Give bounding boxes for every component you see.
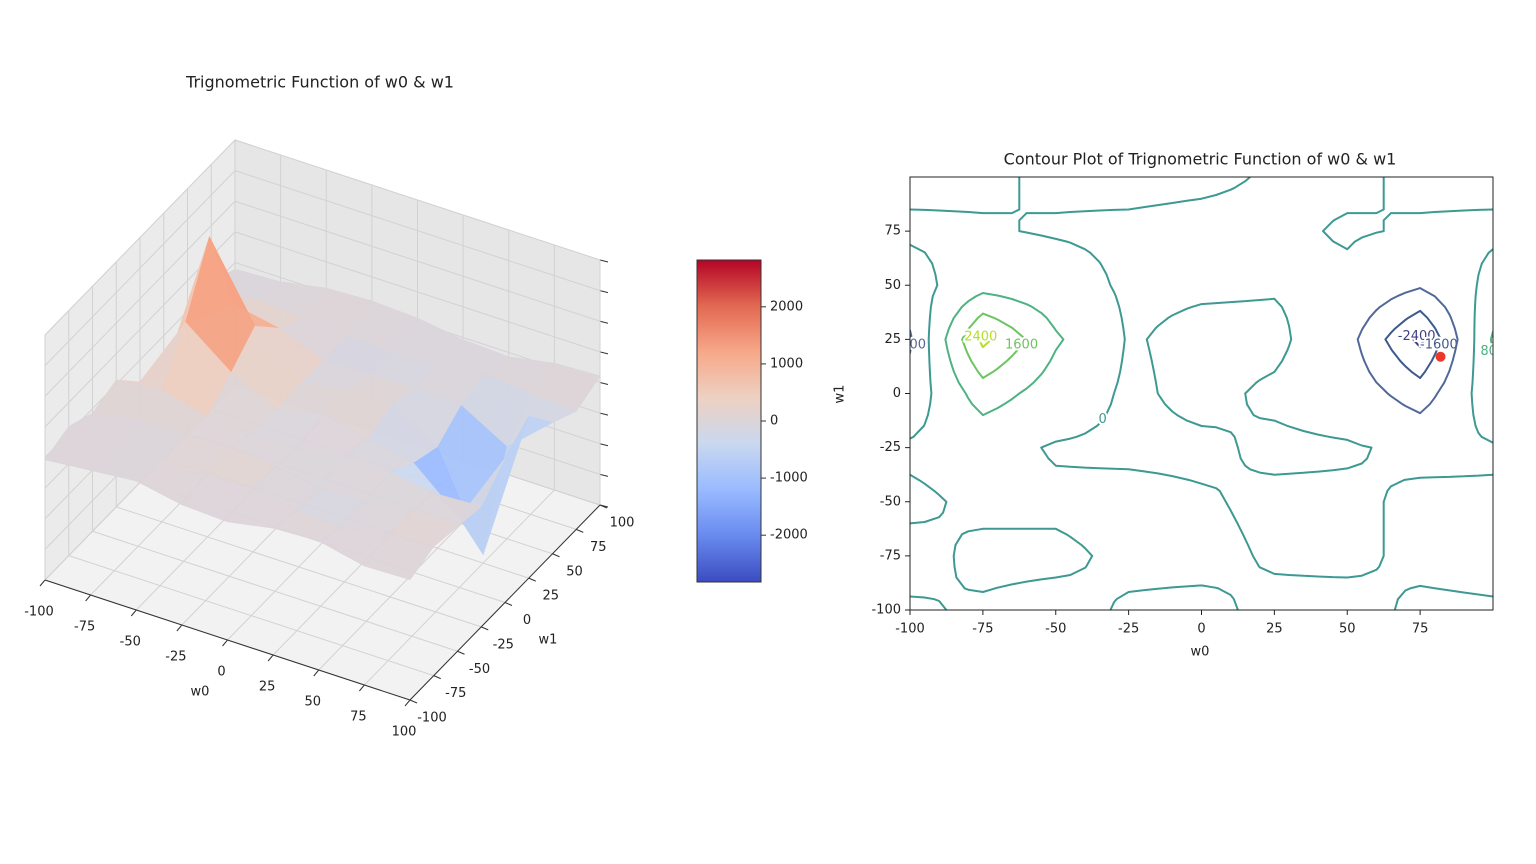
y-tick-label: 75 (884, 224, 901, 239)
contour-line (977, 333, 993, 349)
y-tick-label: -75 (445, 686, 466, 701)
y-tick (409, 699, 418, 704)
contour-label: 800 (1480, 344, 1505, 359)
y-tick-label: 25 (884, 332, 901, 347)
x-tick-label: -50 (1045, 622, 1066, 637)
x-tick (176, 624, 183, 632)
marker-point (1435, 351, 1446, 362)
contour-title: Contour Plot of Trignometric Function of… (1004, 150, 1397, 169)
contours: -2400-1600 -800 0 800 1600 2400 (897, 177, 1505, 610)
x-tick (358, 684, 365, 692)
z-tick (599, 473, 609, 477)
surface-patch (363, 533, 435, 581)
contour-line (1384, 309, 1442, 379)
y-tick-label: 0 (523, 613, 531, 628)
y-tick (433, 675, 441, 680)
grid-line (116, 506, 482, 628)
contour-label: 0 (1099, 412, 1107, 427)
x-tick (85, 594, 92, 602)
x-tick-label: -100 (24, 605, 54, 620)
y-tick-label: 50 (566, 564, 583, 579)
x-tick-label: -75 (972, 622, 993, 637)
z-tick (599, 443, 609, 447)
x-tick (130, 609, 137, 617)
z-tick (599, 412, 609, 416)
colorbar-tick-label: 0 (770, 414, 778, 429)
x-tick (267, 654, 274, 662)
y-axis (409, 504, 601, 701)
x-tick-label: -75 (74, 620, 95, 635)
x-tick-label: -25 (1118, 622, 1139, 637)
x-tick-label: 25 (1266, 622, 1283, 637)
x-axis-label: w0 (1191, 645, 1210, 660)
y-tick (481, 626, 489, 631)
x-tick (39, 579, 46, 587)
x-tick-label: 50 (1339, 622, 1356, 637)
y-tick-label: -100 (417, 711, 447, 726)
y-tick-label: -25 (493, 637, 514, 652)
x-tick-label: 0 (217, 665, 225, 680)
surface-title: Trignometric Function of w0 & w1 (185, 73, 454, 92)
y-axis-label: w1 (833, 385, 848, 404)
contour-line (910, 287, 1459, 415)
z-tick (599, 351, 609, 355)
colorbar-tick-label: 2000 (770, 299, 803, 314)
y-tick (552, 553, 560, 558)
x-tick-label: 75 (1412, 622, 1429, 637)
contour-label: 2400 (964, 329, 997, 344)
x-tick (222, 639, 228, 647)
y-tick-label: 75 (590, 540, 607, 555)
x-tick-label: 100 (392, 725, 417, 740)
contour-label: -2400 (1398, 329, 1436, 344)
x-tick-label: -100 (895, 622, 925, 637)
x-tick-label: 75 (350, 710, 367, 725)
x-tick-label: 0 (1197, 622, 1205, 637)
colorbar-tick-label: 1000 (770, 356, 803, 371)
z-tick (599, 259, 609, 263)
y-tick-label: 100 (610, 516, 635, 531)
y-tick-label: 25 (542, 589, 559, 604)
y-tick-label: -50 (880, 494, 901, 509)
contour-label: -1600 (1420, 337, 1458, 352)
x-tick-label: -25 (165, 650, 186, 665)
y-tick-label: -25 (880, 440, 901, 455)
y-axis-label: w1 (539, 633, 558, 648)
y-tick-label: -100 (871, 603, 901, 618)
y-tick (576, 528, 584, 533)
y-tick (504, 602, 513, 606)
plot-frame (909, 176, 1494, 611)
x-tick-label: 25 (259, 680, 276, 695)
grid-line (68, 555, 434, 677)
z-tick (599, 382, 609, 385)
y-tick (599, 504, 608, 509)
x-tick (404, 699, 411, 707)
x-axis-label: w0 (191, 685, 210, 700)
y-tick-label: -50 (469, 662, 490, 677)
x-tick (313, 669, 320, 677)
contour-line (944, 292, 1493, 417)
surface (44, 235, 601, 581)
y-tick-label: -75 (880, 548, 901, 563)
colorbar (696, 259, 762, 583)
colorbar-tick-label: -1000 (770, 471, 808, 486)
contour-line (961, 312, 1027, 379)
x-tick-label: -50 (120, 635, 141, 650)
z-tick (599, 320, 609, 324)
contour-line (910, 177, 1493, 610)
contour-label: 1600 (1005, 337, 1038, 352)
colorbar-tick-label: -2000 (770, 528, 808, 543)
y-tick-label: 0 (893, 386, 901, 401)
z-tick (599, 290, 609, 294)
y-tick (528, 577, 536, 582)
y-tick (457, 650, 465, 655)
contour-line (1412, 332, 1426, 349)
x-tick-label: 50 (304, 695, 321, 710)
x-axis (44, 579, 411, 701)
y-tick-label: 50 (884, 278, 901, 293)
grid-line (92, 530, 458, 652)
contour-label: -800 (897, 337, 927, 352)
